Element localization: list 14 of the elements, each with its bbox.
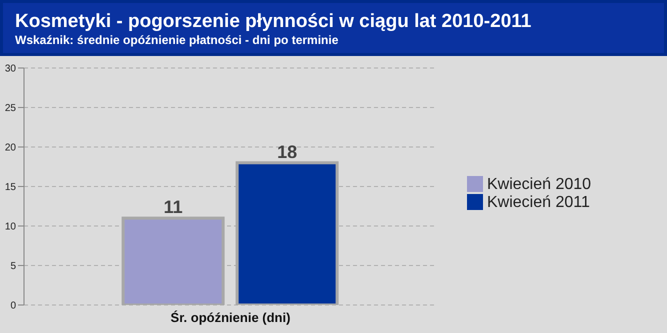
y-tick-label: 0 xyxy=(10,300,16,312)
legend-label: Kwiecień 2010 xyxy=(487,176,592,192)
x-tick-label: Śr. opóźnienie (dni) xyxy=(170,310,290,326)
chart-title: Kosmetyki - pogorszenie płynności w ciągu lat 2010-2011 xyxy=(15,11,532,33)
y-tick-label: 20 xyxy=(4,142,16,154)
y-tick-label: 30 xyxy=(4,64,16,75)
chart-subtitle: Wskaźnik: średnie opóźnienie płatności - dni po terminie xyxy=(15,33,340,47)
y-tick-label: 25 xyxy=(4,103,16,114)
data-label: 18 xyxy=(277,142,298,162)
y-tick-label: 10 xyxy=(4,222,16,233)
legend-label: Kwiecień 2011 xyxy=(487,194,590,210)
data-label: 11 xyxy=(164,197,183,218)
y-tick-label: 5 xyxy=(10,261,16,272)
y-tick-label: 15 xyxy=(4,182,16,194)
